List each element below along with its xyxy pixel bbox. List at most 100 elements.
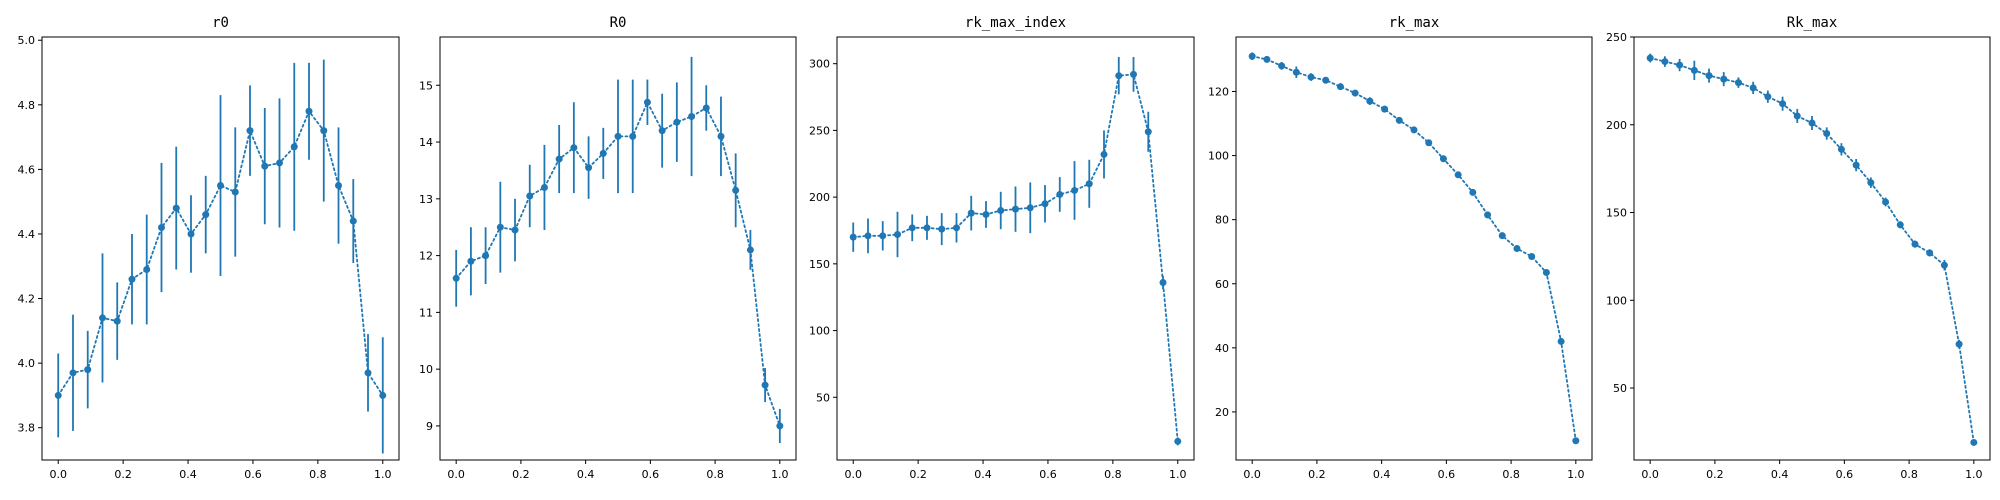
data-point	[1041, 200, 1049, 208]
data-point	[746, 246, 754, 254]
x-tick-label: 1.0	[1567, 468, 1585, 481]
data-point	[1439, 155, 1447, 163]
y-tick-label: 150	[1606, 207, 1627, 220]
data-point	[1513, 245, 1521, 252]
data-point	[893, 230, 901, 238]
data-point	[982, 210, 990, 218]
data-point	[967, 209, 975, 217]
data-point	[335, 182, 343, 190]
data-point	[1395, 116, 1403, 124]
data-point	[1159, 279, 1167, 287]
data-point	[1528, 253, 1536, 261]
data-point	[938, 225, 946, 233]
y-tick-label: 250	[809, 124, 830, 137]
y-tick-label: 10	[419, 363, 433, 376]
axes-frame	[1235, 36, 1593, 461]
data-point	[658, 127, 666, 135]
x-tick-label: 1.0	[1965, 468, 1983, 481]
data-point	[1734, 79, 1742, 87]
subplot-2: R0 0.0 0.2 0.4 0.6 0.8 1.0 9 10 11 12 13 14 15	[419, 15, 797, 481]
y-tick-label: 200	[1606, 119, 1627, 132]
x-tick-label: 0.8	[1502, 468, 1520, 481]
data-point	[1410, 126, 1418, 134]
x-tick-label: 0.6	[1039, 468, 1057, 481]
data-point	[1970, 438, 1978, 446]
y-tick-label: 9	[426, 420, 433, 433]
data-point	[1469, 188, 1477, 196]
y-tick-label: 4.0	[18, 357, 36, 370]
series-line	[57, 109, 384, 397]
data-point	[702, 104, 710, 112]
data-point	[467, 257, 475, 265]
subplot-title: rk_max_index	[965, 15, 1066, 31]
data-point	[1720, 75, 1728, 83]
data-point	[1926, 249, 1934, 257]
y-tick-label: 13	[419, 193, 433, 206]
data-point	[1764, 93, 1772, 101]
data-point	[1026, 204, 1034, 212]
data-point	[908, 224, 916, 232]
data-point	[849, 233, 857, 241]
data-point	[290, 143, 298, 151]
y-tick-label: 200	[809, 191, 830, 204]
subplot-title: rk_max	[1389, 15, 1440, 31]
data-point	[1955, 340, 1963, 348]
data-point	[1484, 211, 1492, 219]
y-tick-label: 15	[419, 79, 433, 92]
data-point	[98, 314, 106, 322]
x-tick-label: 0.8	[1900, 468, 1918, 481]
data-point	[614, 132, 622, 140]
data-point	[1837, 145, 1845, 153]
x-tick-label: 0.6	[1438, 468, 1456, 481]
data-point	[1661, 58, 1669, 66]
data-point	[349, 217, 357, 225]
data-point	[1115, 72, 1123, 80]
data-point	[1542, 269, 1550, 277]
axes-frame	[836, 36, 1195, 461]
x-tick-label: 0.4	[974, 468, 992, 481]
subplot-3: rk_max_index 0.0 0.2 0.4 0.6 0.8 1.0 50 100 150 20…	[809, 15, 1195, 481]
y-tick-label: 4.6	[18, 163, 36, 176]
data-point	[540, 183, 548, 191]
y-tick-label: 4.8	[18, 99, 36, 112]
data-point	[1336, 83, 1344, 91]
data-point	[276, 159, 284, 167]
data-point	[1351, 89, 1359, 97]
data-point	[172, 204, 180, 212]
data-point	[1248, 52, 1256, 60]
y-tick-label: 3.8	[18, 422, 36, 435]
data-point	[1572, 437, 1580, 445]
data-point	[1292, 68, 1300, 76]
subplot-5: Rk_max 0.0 0.2 0.4 0.6 0.8 1.0 50 100 150 200 250	[1606, 15, 1991, 481]
data-point	[864, 232, 872, 240]
data-point	[1676, 61, 1684, 69]
x-tick-label: 0.8	[1104, 468, 1122, 481]
y-tick-label: 100	[1208, 150, 1229, 163]
x-tick-label: 0.8	[706, 468, 724, 481]
data-point	[732, 186, 740, 194]
x-tick-label: 0.2	[1706, 468, 1724, 481]
data-point	[1278, 62, 1286, 70]
data-point	[1749, 84, 1757, 92]
y-tick-label: 100	[809, 325, 830, 338]
data-point	[452, 274, 460, 282]
x-tick-label: 0.2	[1308, 468, 1326, 481]
y-tick-label: 250	[1606, 31, 1627, 44]
x-tick-label: 0.4	[577, 468, 595, 481]
data-point	[1705, 72, 1713, 80]
data-point	[1911, 240, 1919, 248]
data-point	[1263, 55, 1271, 63]
data-point	[1823, 130, 1831, 138]
y-tick-label: 50	[816, 391, 830, 404]
y-tick-label: 100	[1606, 294, 1627, 307]
data-point	[187, 230, 195, 238]
data-point	[364, 369, 372, 377]
y-tick-label: 20	[1215, 406, 1229, 419]
axes-frame	[41, 36, 400, 461]
data-point	[1322, 76, 1330, 84]
subplot-title: r0	[212, 15, 229, 31]
data-point	[688, 112, 696, 120]
axes-frame	[1633, 36, 1991, 461]
